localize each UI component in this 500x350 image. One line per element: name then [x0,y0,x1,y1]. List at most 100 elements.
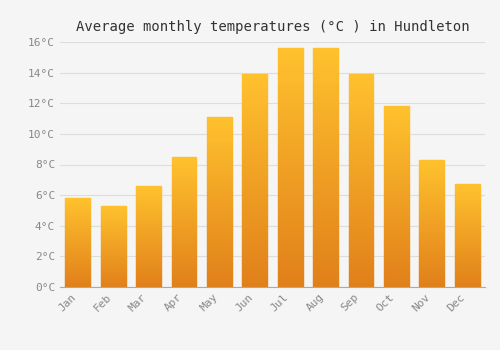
Bar [172,285,196,287]
Bar [136,281,161,283]
Bar [172,240,196,243]
Bar [348,168,374,172]
Bar [313,273,338,278]
Bar [207,175,232,178]
Bar [455,230,479,232]
Bar [348,117,374,121]
Bar [242,261,267,266]
Bar [207,182,232,185]
Bar [136,255,161,257]
Bar [313,168,338,172]
Bar [348,134,374,138]
Bar [384,113,409,117]
Bar [384,262,409,265]
Bar [100,276,126,277]
Bar [313,196,338,201]
Bar [384,139,409,142]
Bar [348,155,374,159]
Bar [313,101,338,105]
Bar [172,217,196,219]
Bar [278,187,302,191]
Bar [172,271,196,274]
Bar [278,53,302,58]
Bar [420,267,444,269]
Bar [420,213,444,216]
Bar [207,124,232,127]
Bar [384,218,409,222]
Bar [313,139,338,144]
Bar [242,168,267,172]
Bar [348,176,374,181]
Bar [136,263,161,265]
Bar [384,168,409,172]
Bar [172,219,196,222]
Bar [100,282,126,284]
Bar [384,200,409,204]
Bar [348,74,374,78]
Bar [420,206,444,208]
Bar [66,209,90,211]
Bar [278,82,302,86]
Bar [100,284,126,285]
Bar [455,244,479,246]
Bar [207,246,232,250]
Bar [384,172,409,175]
Bar [136,188,161,190]
Bar [242,172,267,176]
Bar [455,215,479,217]
Bar [278,115,302,120]
Bar [348,142,374,147]
Bar [420,178,444,180]
Bar [242,228,267,232]
Bar [136,253,161,255]
Bar [172,170,196,173]
Bar [384,244,409,247]
Bar [313,158,338,163]
Bar [207,222,232,226]
Bar [66,253,90,255]
Bar [66,259,90,260]
Bar [242,130,267,134]
Bar [455,252,479,254]
Bar [242,125,267,130]
Bar [348,100,374,104]
Bar [100,250,126,251]
Bar [242,108,267,112]
Bar [100,235,126,237]
Bar [207,172,232,175]
Bar [278,120,302,125]
Bar [313,239,338,244]
Bar [66,262,90,264]
Bar [136,238,161,240]
Bar [384,211,409,215]
Bar [384,222,409,225]
Bar [384,193,409,197]
Bar [348,198,374,202]
Bar [313,67,338,72]
Bar [455,236,479,238]
Bar [420,264,444,267]
Bar [455,201,479,203]
Bar [66,218,90,219]
Bar [455,277,479,279]
Bar [242,206,267,210]
Bar [348,181,374,185]
Bar [242,274,267,279]
Bar [242,151,267,155]
Bar [242,266,267,270]
Bar [242,223,267,228]
Bar [242,104,267,108]
Bar [384,142,409,146]
Bar [278,148,302,153]
Bar [420,259,444,261]
Bar [66,251,90,253]
Bar [384,233,409,236]
Bar [242,283,267,287]
Bar [172,186,196,188]
Bar [384,161,409,164]
Bar [207,263,232,267]
Bar [278,282,302,287]
Bar [455,266,479,268]
Bar [100,216,126,217]
Bar [172,214,196,217]
